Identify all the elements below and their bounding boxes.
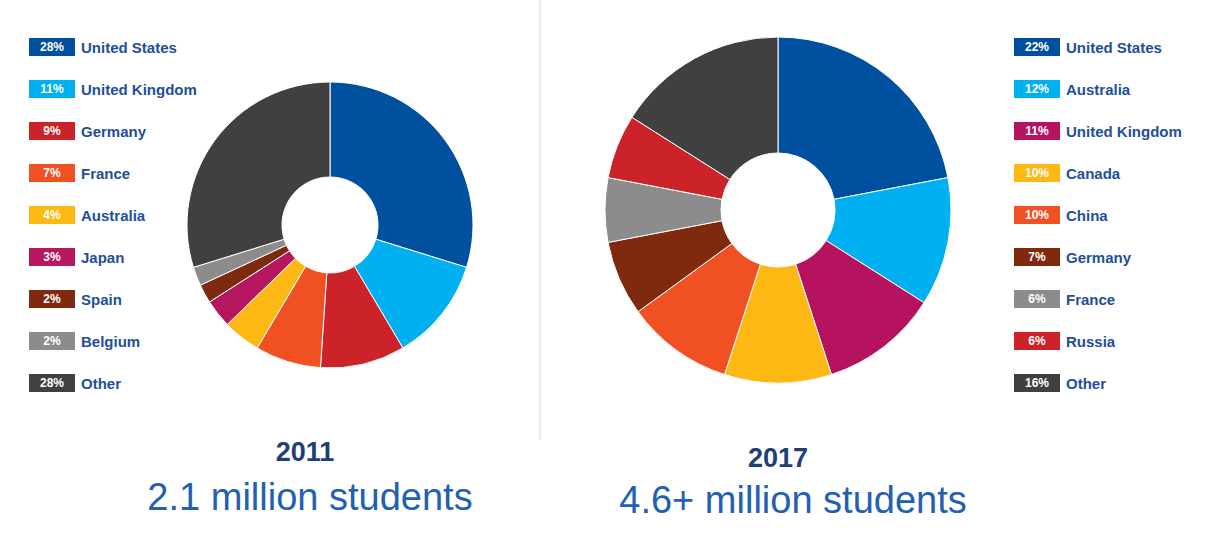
svg-text:Germany: Germany (1066, 249, 1132, 266)
svg-text:Germany: Germany (81, 123, 147, 140)
svg-text:2%: 2% (43, 334, 61, 348)
svg-text:United Kingdom: United Kingdom (81, 81, 197, 98)
svg-text:Belgium: Belgium (81, 333, 140, 350)
svg-text:United States: United States (1066, 39, 1162, 56)
svg-text:7%: 7% (43, 166, 61, 180)
svg-text:7%: 7% (1028, 250, 1046, 264)
svg-text:28%: 28% (40, 376, 64, 390)
svg-text:Australia: Australia (81, 207, 146, 224)
svg-text:United States: United States (81, 39, 177, 56)
svg-text:Canada: Canada (1066, 165, 1121, 182)
svg-text:2011: 2011 (276, 437, 335, 467)
svg-text:2.1 million students: 2.1 million students (147, 476, 472, 518)
svg-text:Japan: Japan (81, 249, 124, 266)
svg-text:4%: 4% (43, 208, 61, 222)
svg-text:China: China (1066, 207, 1108, 224)
svg-text:Spain: Spain (81, 291, 122, 308)
svg-text:11%: 11% (40, 82, 64, 96)
svg-text:10%: 10% (1025, 208, 1049, 222)
svg-text:3%: 3% (43, 250, 61, 264)
svg-text:Russia: Russia (1066, 333, 1116, 350)
svg-text:2%: 2% (43, 292, 61, 306)
svg-text:Australia: Australia (1066, 81, 1131, 98)
svg-text:4.6+ million students: 4.6+ million students (619, 479, 966, 521)
svg-text:France: France (81, 165, 130, 182)
svg-text:28%: 28% (40, 40, 64, 54)
svg-text:16%: 16% (1025, 376, 1049, 390)
svg-text:11%: 11% (1025, 124, 1049, 138)
svg-text:France: France (1066, 291, 1115, 308)
svg-text:22%: 22% (1025, 40, 1049, 54)
svg-text:9%: 9% (43, 124, 61, 138)
svg-text:6%: 6% (1028, 334, 1046, 348)
svg-text:12%: 12% (1025, 82, 1049, 96)
svg-text:2017: 2017 (748, 443, 808, 473)
svg-text:Other: Other (1066, 375, 1106, 392)
svg-text:United Kingdom: United Kingdom (1066, 123, 1182, 140)
svg-text:6%: 6% (1028, 292, 1046, 306)
svg-text:Other: Other (81, 375, 121, 392)
svg-text:10%: 10% (1025, 166, 1049, 180)
